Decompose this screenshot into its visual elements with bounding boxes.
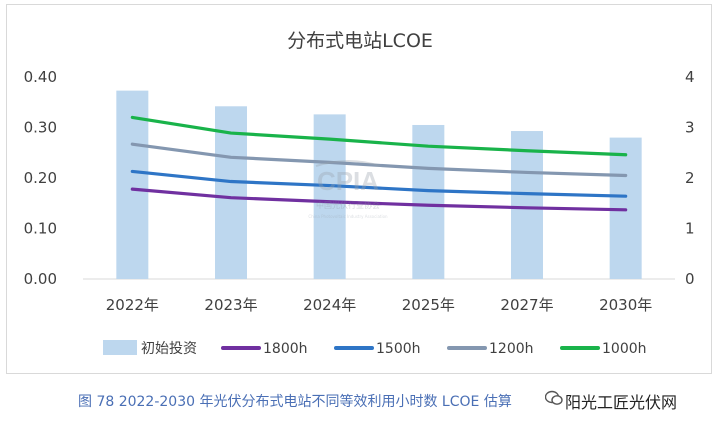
lcoe-chart: 分布式电站LCOE 0.00 0.10 0.20 0.30 0.40 0 1 2 3 4 2022年 2…	[24, 30, 695, 357]
svg-text:CPIA: CPIA	[317, 166, 379, 196]
x-tick-label: 2022年	[106, 296, 159, 314]
x-tick-label: 2025年	[402, 296, 455, 314]
bar-initial-investment	[412, 124, 445, 279]
x-tick-label: 2023年	[204, 296, 257, 314]
wechat-icon	[545, 390, 563, 405]
bar-initial-investment	[511, 131, 543, 279]
legend-swatch-bar	[103, 340, 137, 355]
figure-caption: 图 78 2022-2030 年光伏分布式电站不同等效利用小时数 LCOE 估算	[78, 394, 512, 410]
x-tick-label: 2024年	[303, 296, 356, 314]
y-right-tick-label: 2	[685, 169, 695, 187]
y-left-tick-label: 0.10	[24, 220, 57, 238]
legend-label: 初始投资	[141, 340, 197, 357]
x-tick-label: 2030年	[599, 296, 652, 314]
series-line-1200h	[130, 142, 628, 178]
svg-text:China Photovoltaic Industry As: China Photovoltaic Industry Association	[308, 214, 388, 219]
svg-text:中国光伏行业协会: 中国光伏行业协会	[316, 200, 380, 210]
cpia-logo-watermark: CPIA 中国光伏行业协会 China Photovoltaic Industr…	[308, 160, 388, 219]
legend-label: 1200h	[489, 341, 534, 357]
wechat-handle: 阳光工匠光伏网	[565, 393, 678, 412]
series-line-1000h	[130, 115, 628, 157]
y-left-tick-label: 0.20	[24, 169, 57, 187]
series-line-1800h	[130, 187, 628, 212]
y-left-tick-label: 0.40	[24, 68, 57, 86]
legend-label: 1800h	[263, 341, 308, 357]
y-right-tick-label: 4	[685, 68, 695, 86]
chart-panel: 分布式电站LCOE 0.00 0.10 0.20 0.30 0.40 0 1 2 3 4 2022年 2…	[6, 4, 712, 374]
y-left-tick-label: 0.00	[24, 270, 57, 288]
legend-label: 1000h	[602, 341, 647, 357]
y-left-tick-label: 0.30	[24, 119, 57, 137]
bar-initial-investment	[313, 114, 346, 280]
y-right-tick-label: 1	[685, 220, 695, 238]
bar-initial-investment	[116, 90, 149, 279]
series-line-1500h	[130, 169, 628, 198]
x-tick-label: 2027年	[500, 296, 553, 314]
y-right-tick-label: 3	[685, 119, 695, 137]
y-right-tick-label: 0	[685, 270, 695, 288]
chart-title: 分布式电站LCOE	[287, 30, 433, 52]
legend-label: 1500h	[376, 341, 421, 357]
